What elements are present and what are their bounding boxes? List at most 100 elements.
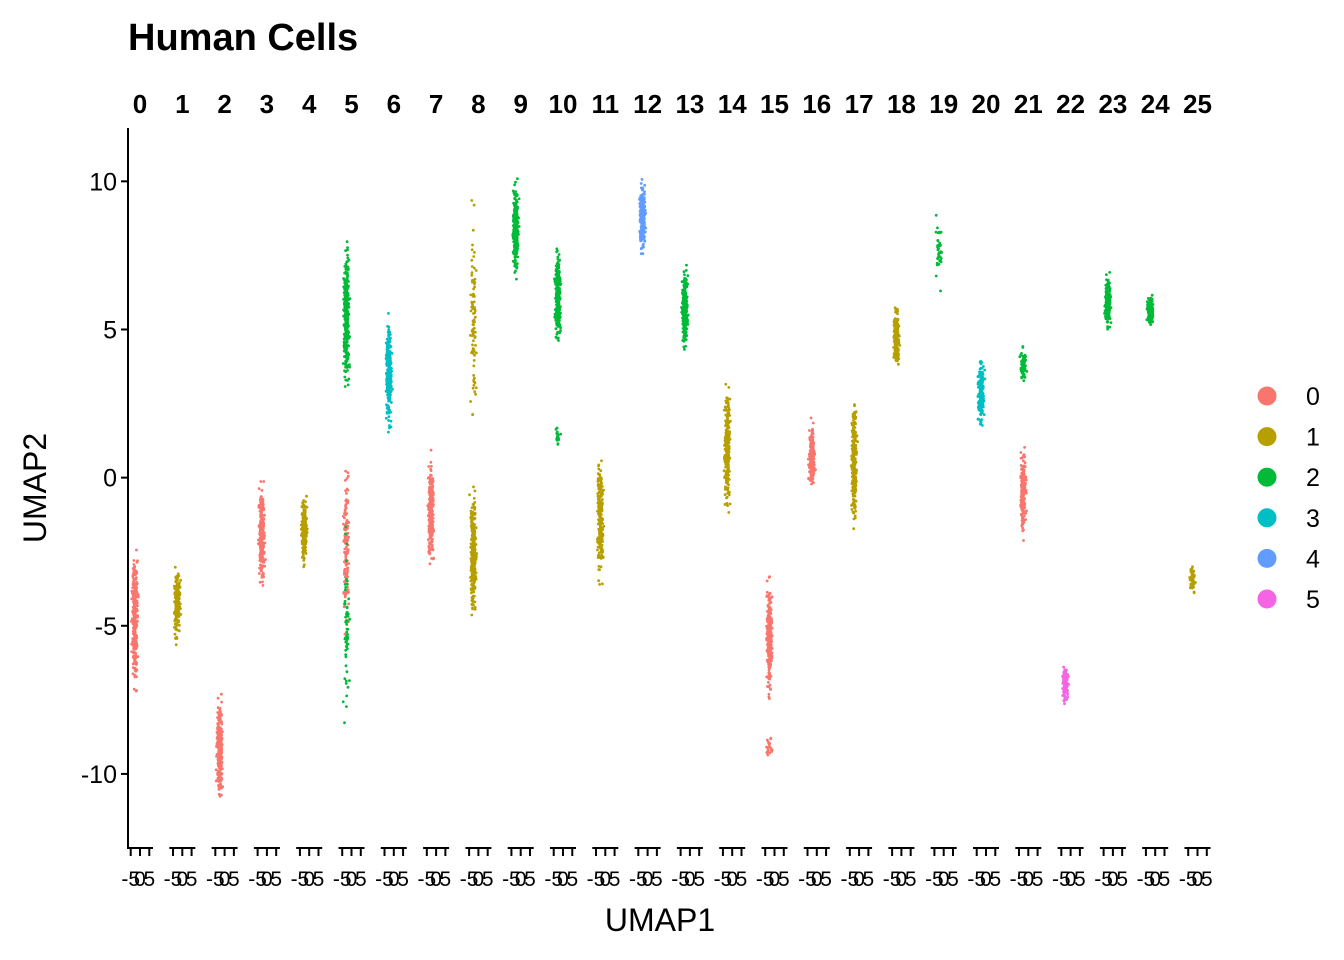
data-point bbox=[726, 488, 730, 492]
data-point bbox=[385, 406, 389, 410]
data-point bbox=[260, 536, 264, 540]
data-point bbox=[348, 679, 351, 682]
data-point bbox=[428, 552, 432, 556]
cluster-facet-0 bbox=[129, 548, 140, 693]
data-point bbox=[218, 757, 222, 761]
data-point bbox=[598, 476, 602, 479]
data-point bbox=[724, 471, 728, 475]
data-point bbox=[218, 720, 222, 724]
data-point bbox=[261, 529, 265, 533]
data-point bbox=[768, 650, 772, 654]
data-point bbox=[386, 388, 389, 392]
data-point bbox=[726, 405, 729, 409]
data-point bbox=[470, 271, 474, 274]
data-point bbox=[345, 606, 349, 610]
data-point bbox=[133, 634, 137, 637]
data-point bbox=[343, 385, 347, 388]
data-point bbox=[135, 645, 139, 648]
data-point bbox=[472, 383, 476, 387]
data-point bbox=[641, 244, 645, 247]
data-point bbox=[133, 646, 137, 650]
data-point bbox=[258, 523, 262, 527]
data-point bbox=[259, 480, 263, 483]
data-point bbox=[347, 258, 351, 262]
data-point bbox=[132, 630, 136, 634]
cluster-facet-10 bbox=[554, 426, 563, 446]
data-point bbox=[853, 506, 856, 510]
data-point bbox=[175, 604, 179, 608]
data-point bbox=[854, 422, 857, 426]
data-point bbox=[259, 553, 263, 556]
data-point bbox=[601, 501, 604, 505]
cluster-facet-15 bbox=[765, 575, 774, 700]
data-point bbox=[132, 593, 136, 597]
data-point bbox=[345, 542, 349, 546]
data-point bbox=[722, 469, 726, 473]
data-point bbox=[470, 519, 474, 523]
data-point bbox=[727, 425, 730, 429]
data-point bbox=[769, 634, 773, 638]
facet-label: 10 bbox=[549, 89, 578, 119]
data-point bbox=[135, 689, 139, 692]
data-point bbox=[852, 479, 856, 483]
data-point bbox=[343, 637, 347, 641]
data-point bbox=[132, 687, 136, 691]
data-point bbox=[722, 408, 726, 412]
data-point bbox=[514, 180, 517, 184]
data-point bbox=[346, 615, 350, 618]
data-point bbox=[303, 518, 307, 522]
data-point bbox=[685, 263, 688, 267]
data-point bbox=[385, 351, 389, 354]
data-point bbox=[767, 622, 771, 626]
data-point bbox=[344, 648, 348, 652]
data-point bbox=[430, 465, 433, 468]
data-point bbox=[470, 258, 474, 262]
data-point bbox=[346, 297, 350, 301]
data-point bbox=[173, 565, 177, 569]
data-point bbox=[472, 320, 476, 324]
data-point bbox=[643, 221, 646, 224]
data-point bbox=[639, 199, 643, 203]
data-point bbox=[471, 279, 474, 282]
data-point bbox=[473, 266, 476, 270]
data-point bbox=[725, 481, 729, 485]
data-point bbox=[216, 773, 220, 776]
data-point bbox=[683, 348, 686, 351]
data-point bbox=[219, 782, 223, 786]
cluster-facet-10 bbox=[553, 247, 563, 342]
data-point bbox=[136, 655, 140, 658]
data-point bbox=[387, 391, 391, 395]
data-point bbox=[173, 592, 177, 596]
data-point bbox=[639, 237, 642, 241]
data-point bbox=[134, 637, 138, 640]
data-point bbox=[473, 315, 477, 319]
data-point bbox=[137, 595, 140, 599]
data-point bbox=[896, 312, 899, 316]
data-point bbox=[811, 457, 815, 460]
data-point bbox=[345, 492, 348, 495]
data-point bbox=[431, 478, 435, 482]
data-point bbox=[472, 517, 476, 521]
data-point bbox=[471, 351, 475, 355]
data-point bbox=[473, 277, 477, 281]
data-point bbox=[131, 592, 134, 595]
data-point bbox=[387, 328, 391, 331]
data-point bbox=[133, 658, 137, 662]
data-point bbox=[727, 386, 731, 389]
data-point bbox=[767, 653, 771, 657]
data-point bbox=[387, 335, 391, 339]
data-point bbox=[261, 574, 265, 578]
data-point bbox=[852, 501, 855, 505]
data-point bbox=[301, 513, 304, 517]
data-point bbox=[767, 685, 771, 689]
data-point bbox=[303, 511, 307, 515]
data-point bbox=[599, 547, 602, 550]
data-point bbox=[768, 575, 771, 579]
data-point bbox=[681, 291, 684, 295]
data-point bbox=[470, 199, 474, 202]
data-point bbox=[386, 369, 390, 373]
data-point bbox=[346, 471, 350, 474]
data-point bbox=[472, 339, 475, 343]
data-point bbox=[135, 581, 139, 584]
data-point bbox=[341, 362, 345, 365]
